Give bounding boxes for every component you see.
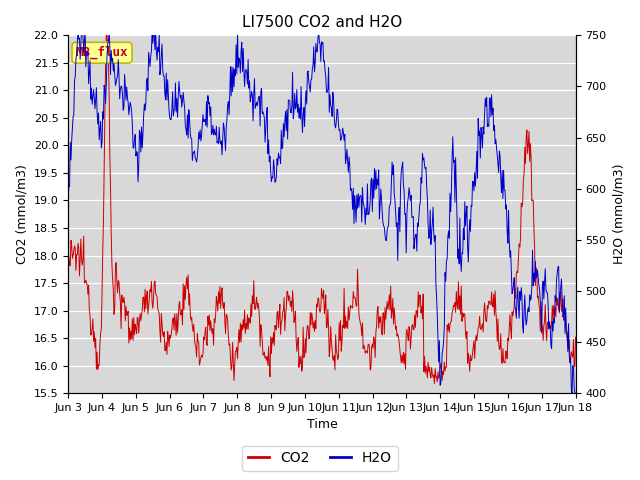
X-axis label: Time: Time <box>307 419 337 432</box>
Y-axis label: H2O (mmol/m3): H2O (mmol/m3) <box>612 164 625 264</box>
Title: LI7500 CO2 and H2O: LI7500 CO2 and H2O <box>242 15 402 30</box>
Legend: CO2, H2O: CO2, H2O <box>243 445 397 471</box>
Y-axis label: CO2 (mmol/m3): CO2 (mmol/m3) <box>15 164 28 264</box>
Text: MB_flux: MB_flux <box>76 46 128 60</box>
